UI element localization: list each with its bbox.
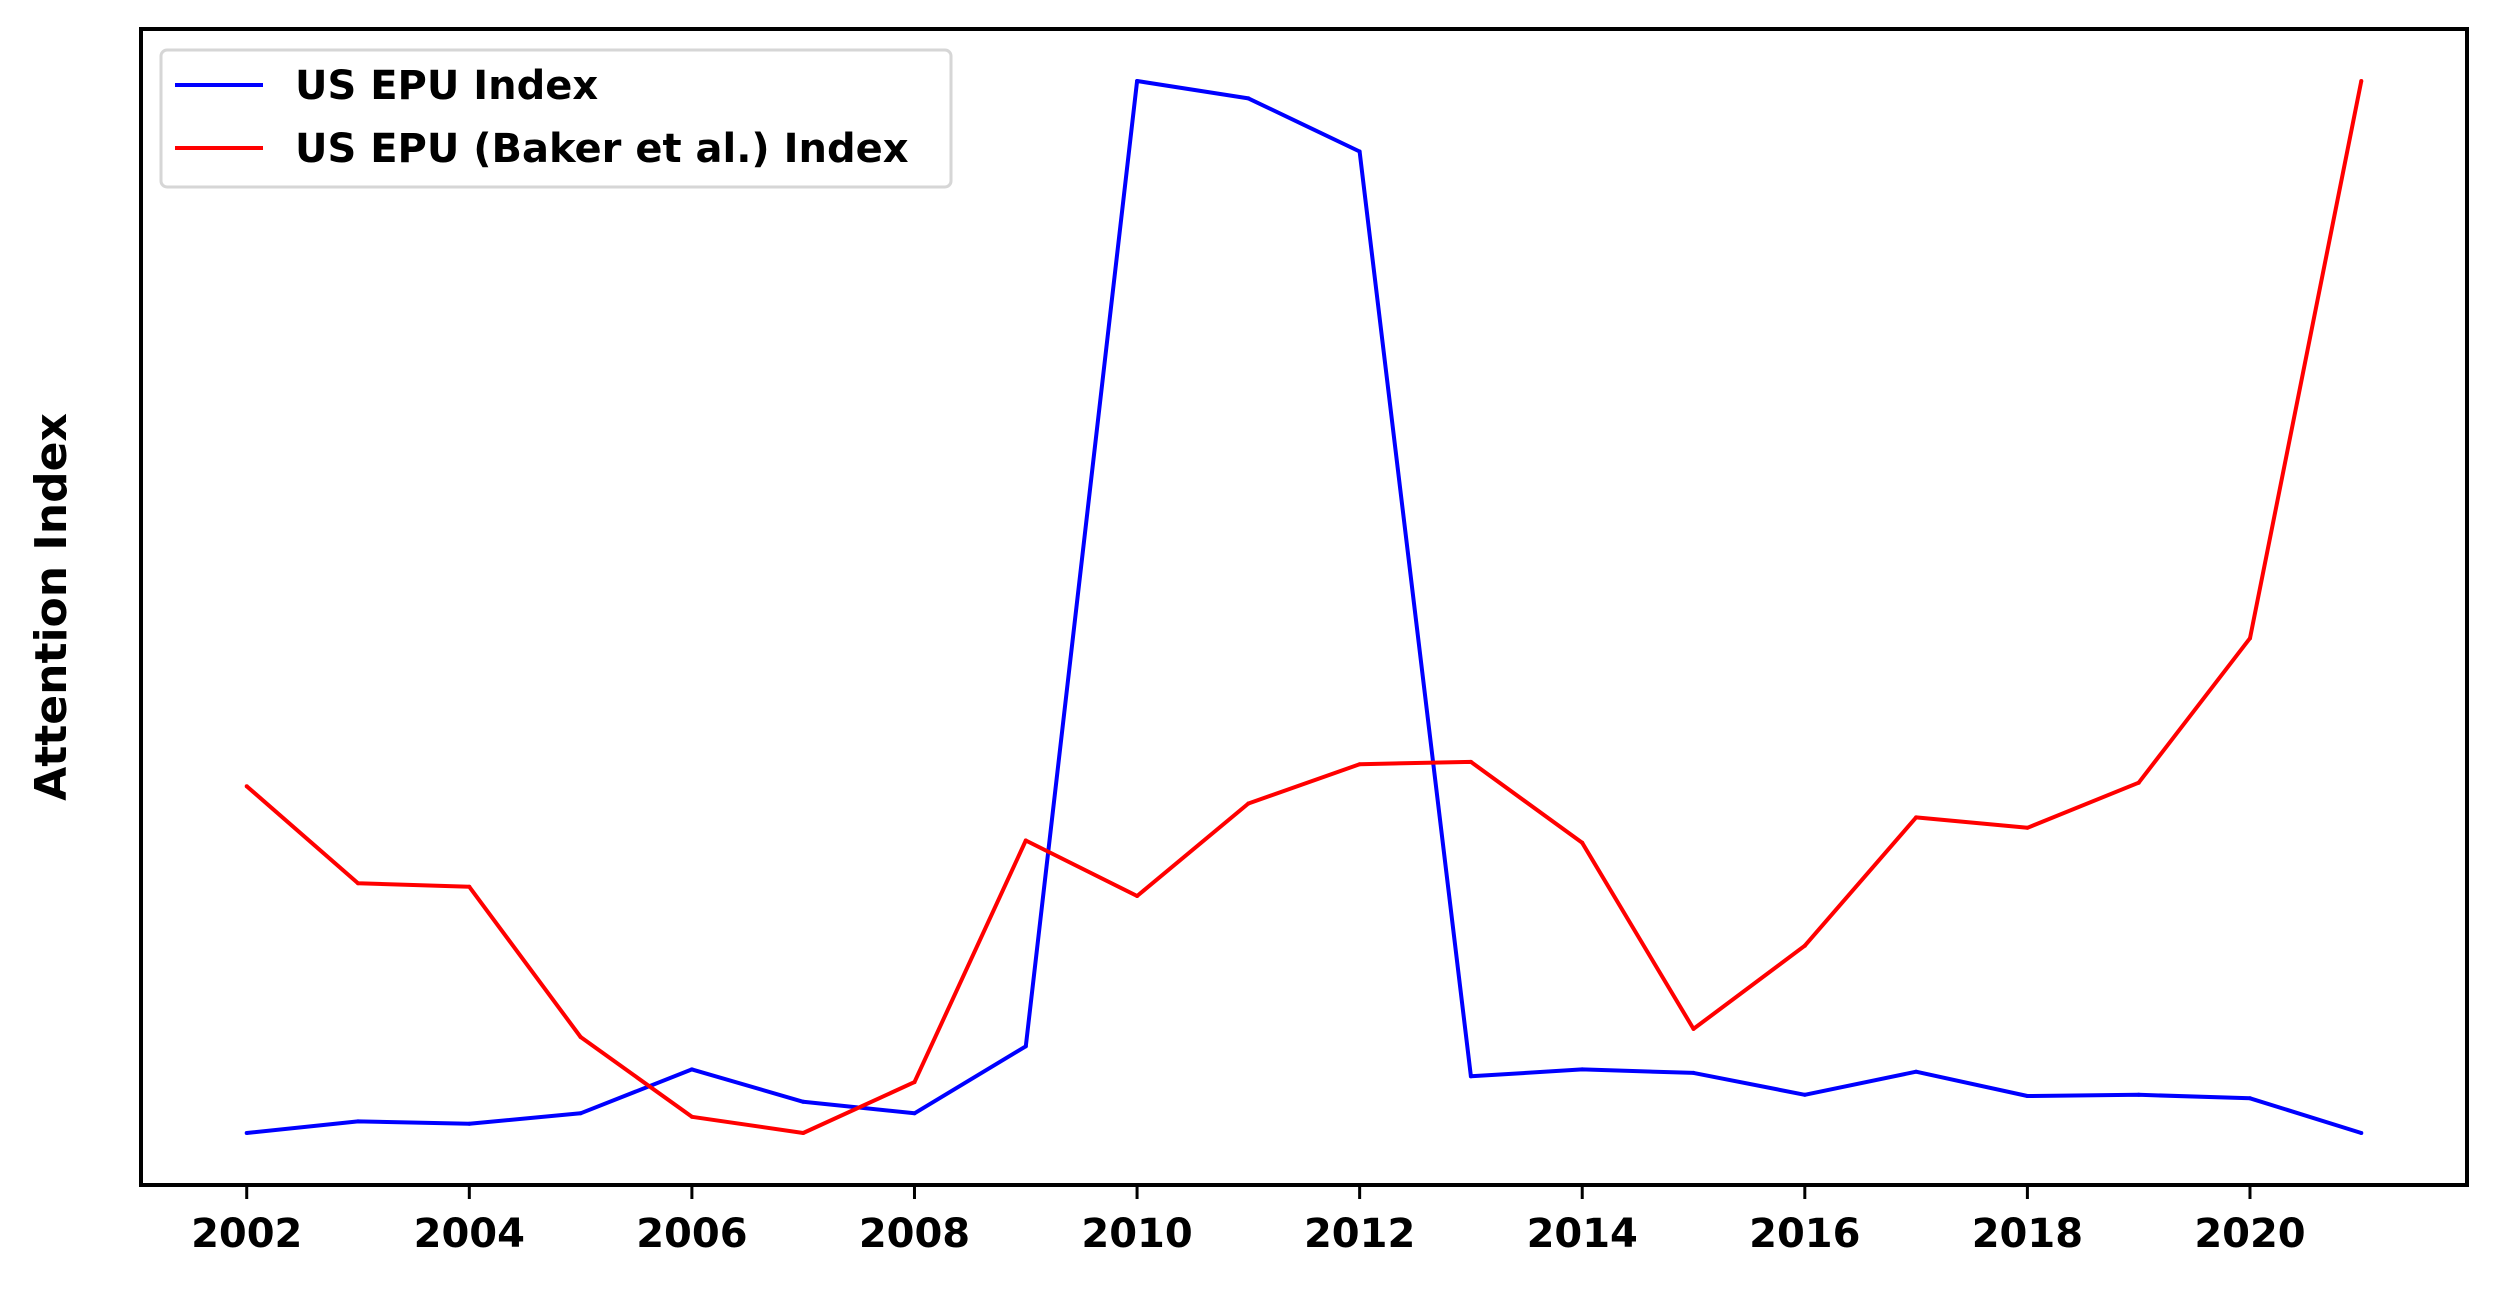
plot-frame — [139, 27, 2469, 1187]
series-1-point — [244, 784, 249, 789]
series-0-point — [689, 1067, 694, 1072]
x-tick-label: 2014 — [1527, 1211, 1638, 1257]
legend-label-us-epu: US EPU Index — [295, 63, 598, 109]
series-1-point — [689, 1114, 694, 1119]
series-0-point — [1357, 149, 1362, 154]
series-0-point — [2248, 1096, 2252, 1101]
series-1-point — [801, 1131, 806, 1135]
series-1-point — [1023, 838, 1028, 843]
series-0-point — [2025, 1094, 2030, 1098]
series-1-line — [245, 80, 2364, 1135]
series-1-point — [1246, 801, 1251, 806]
series-0-point — [2136, 1092, 2141, 1097]
series-1-point — [1914, 815, 1919, 820]
x-tick-label: 2018 — [1972, 1211, 2083, 1257]
series-1-point — [1580, 840, 1585, 845]
x-tick-label: 2008 — [859, 1211, 970, 1257]
series-0-line — [246, 79, 2362, 1135]
series-0-point — [2359, 1131, 2364, 1135]
series-0-point — [1802, 1092, 1807, 1097]
x-tick-label: 2004 — [414, 1211, 525, 1257]
series-0-point — [801, 1099, 806, 1104]
x-tick-label: 2016 — [1749, 1211, 1860, 1257]
legend-label-us-epu-baker: US EPU (Baker et al.) Index — [295, 126, 909, 172]
x-tick-label: 2010 — [1081, 1211, 1192, 1257]
series-0-point — [1580, 1067, 1585, 1072]
series-1-point — [1802, 943, 1807, 948]
series-0-point — [912, 1111, 917, 1116]
series-layer — [244, 79, 2364, 1135]
series-0-point — [356, 1119, 360, 1124]
series-0-point — [1691, 1070, 1696, 1075]
legend: US EPU Index US EPU (Baker et al.) Index — [159, 48, 953, 189]
x-axis: 2002 2004 2006 2008 2010 2012 2014 2016 2018 2020 — [191, 1185, 2306, 1257]
series-1-point — [2248, 636, 2252, 641]
series-1-point — [2359, 79, 2364, 83]
x-tick-label: 2006 — [636, 1211, 747, 1257]
series-1-point — [1691, 1026, 1696, 1031]
series-1-point — [356, 881, 360, 886]
series-1-point — [1357, 762, 1362, 767]
series-1-point — [578, 1035, 583, 1039]
series-0-point — [1135, 79, 1140, 83]
y-axis-label: Attention Index — [26, 413, 77, 801]
series-0-point — [244, 1131, 249, 1135]
x-tick-label: 2002 — [191, 1211, 302, 1257]
x-tick-label: 2020 — [2194, 1211, 2305, 1257]
series-0-point — [1914, 1069, 1919, 1074]
series-1-point — [467, 884, 472, 889]
series-0-point — [1023, 1044, 1028, 1049]
legend-box — [159, 48, 953, 189]
series-1-point — [1468, 759, 1473, 764]
series-0-point — [1246, 96, 1251, 101]
series-0-point — [1468, 1074, 1473, 1079]
series-0-point — [467, 1121, 472, 1126]
x-tick-label: 2012 — [1304, 1211, 1415, 1257]
series-0-point — [578, 1111, 583, 1116]
series-1-point — [1135, 894, 1140, 898]
series-1-point — [2025, 825, 2030, 830]
series-1-point — [912, 1080, 917, 1085]
series-1-point — [2136, 780, 2141, 785]
